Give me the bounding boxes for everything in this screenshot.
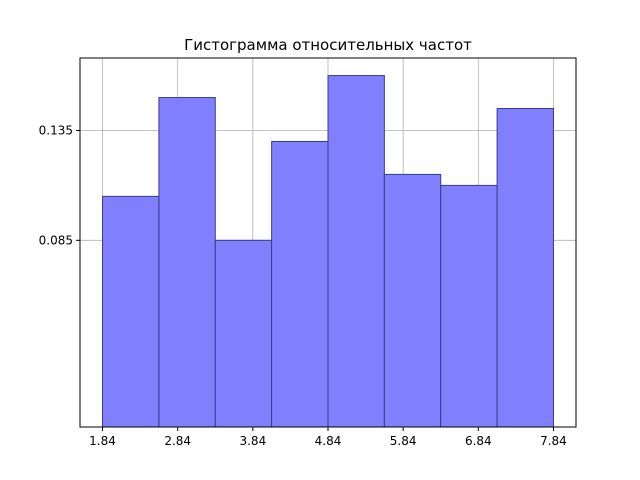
bars-layer [102,75,554,428]
histogram-bar [214,239,273,428]
histogram-bar [440,184,498,428]
histogram-bar [271,140,329,428]
y-tick-label: 0.135 [39,123,73,137]
x-tick-label: 3.84 [239,434,266,448]
histogram-bar [383,173,442,428]
chart-title: Гистограмма относительных частот [184,36,472,54]
y-tick-label: 0.085 [39,233,73,247]
x-tick-label: 2.84 [164,434,191,448]
histogram-bar [158,97,216,428]
x-tick-label: 7.84 [540,434,567,448]
histogram-bar [496,108,554,428]
x-tick-label: 6.84 [465,434,492,448]
x-tick-label: 4.84 [315,434,342,448]
ticks-layer: 1.84 2.84 3.84 4.84 5.84 6.84 7.84 0.085 0.135 [39,123,567,448]
histogram-bar [327,75,385,428]
x-tick-label: 1.84 [89,434,116,448]
x-tick-label: 5.84 [390,434,417,448]
histogram-bar [102,195,160,428]
